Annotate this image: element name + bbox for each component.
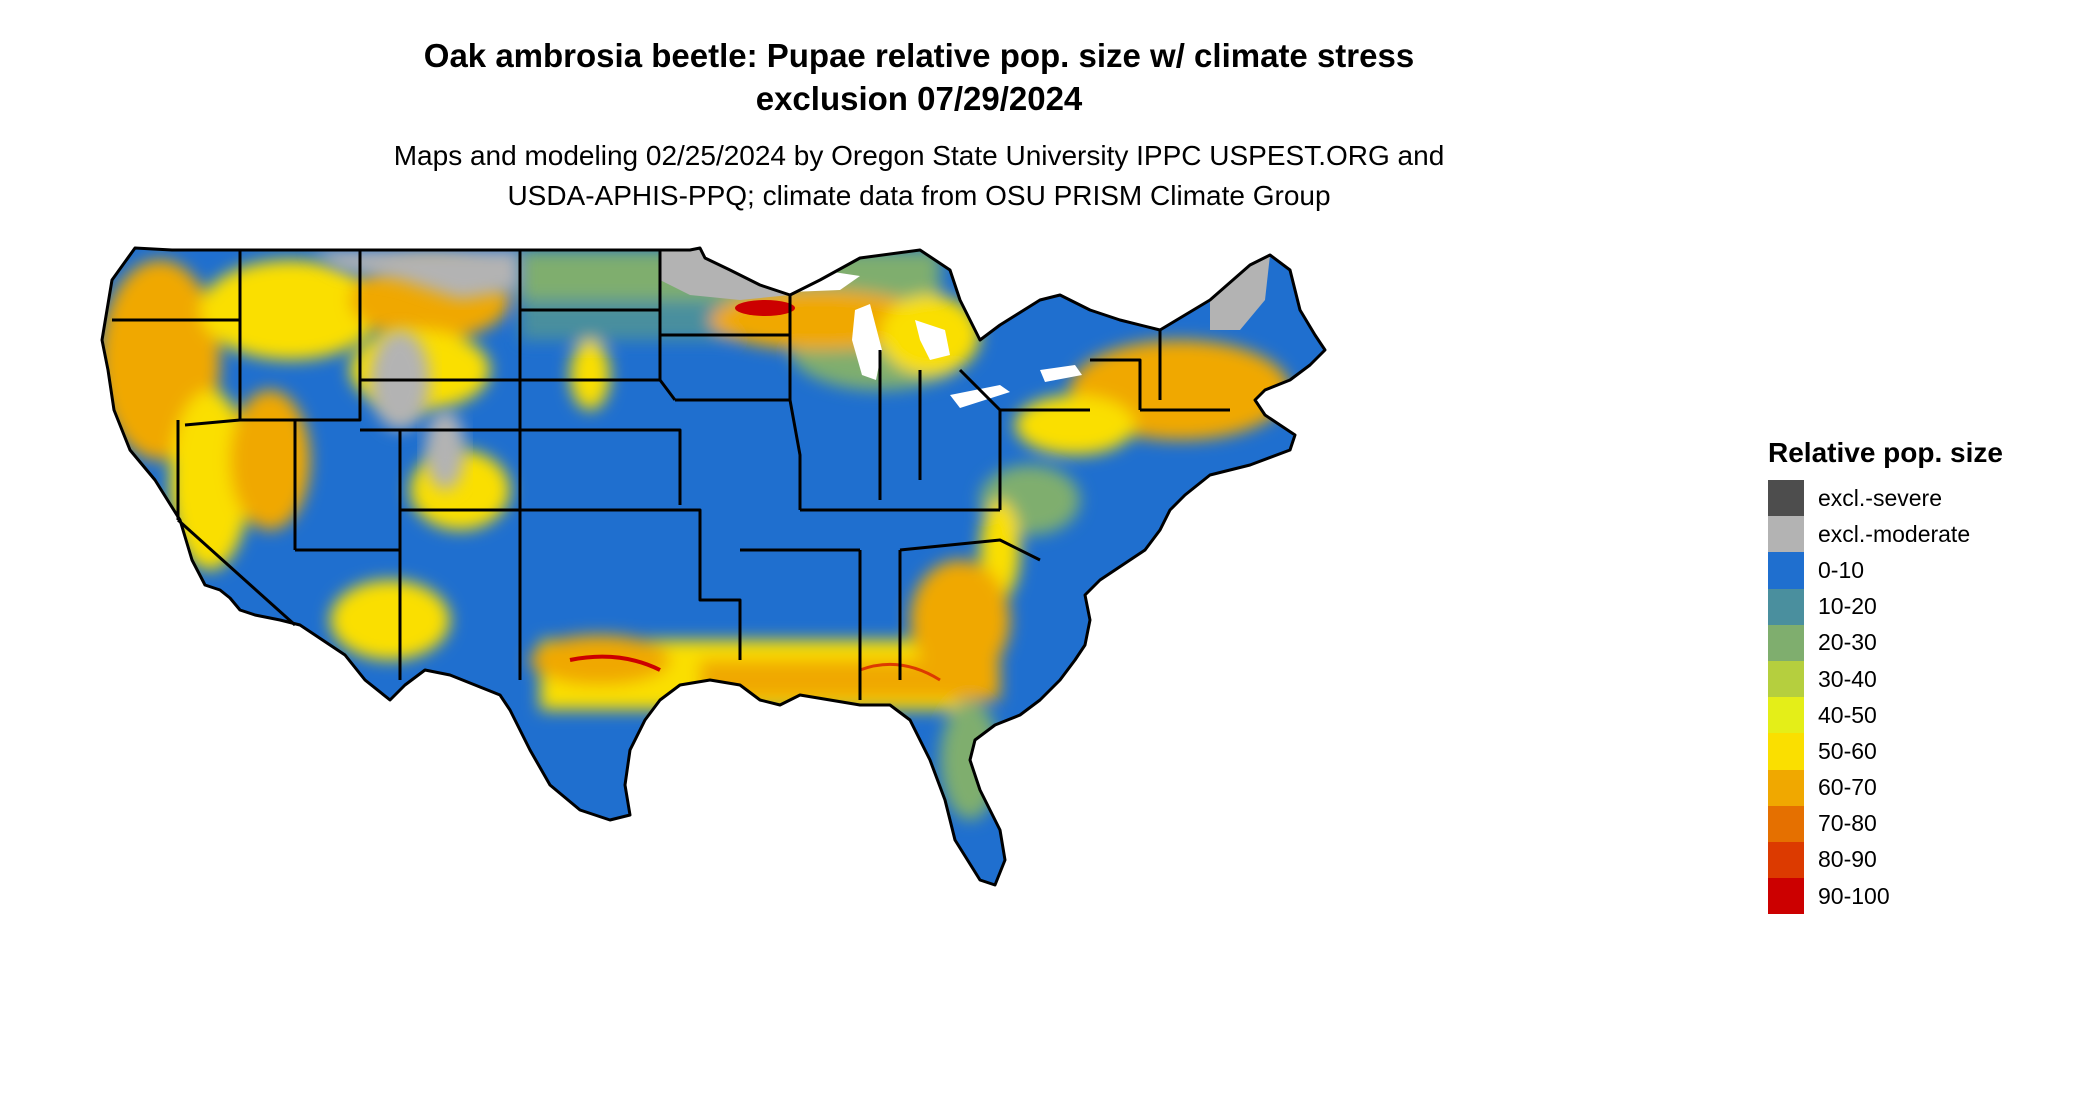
legend-item: 40-50: [1768, 697, 2078, 734]
excl-moderate-north-dakota: [310, 250, 520, 300]
border-co: [360, 428, 522, 512]
map-title-line-1: Oak ambrosia beetle: Pupae relative pop.…: [423, 37, 1415, 74]
legend: Relative pop. size excl.-severe excl.-mod…: [1768, 436, 2078, 915]
border-mississippi: [788, 295, 802, 510]
lake-superior: [760, 270, 860, 292]
band-50-60-black-hills: [570, 340, 610, 410]
legend-label: 20-30: [1818, 629, 1877, 656]
legend-label: 30-40: [1818, 665, 1877, 692]
excl-moderate-maine: [1210, 255, 1270, 330]
legend-item: excl.-severe: [1768, 480, 2078, 517]
legend-label: excl.-severe: [1818, 484, 1942, 511]
legend-item: 10-20: [1768, 588, 2078, 625]
border-nc-sc: [899, 538, 1041, 562]
legend-label: 40-50: [1818, 701, 1877, 728]
border-ar-la: [700, 598, 742, 660]
legend-item: 50-60: [1768, 733, 2078, 770]
map-subtitle-line-2: USDA-APHIS-PPQ; climate data from OSU PR…: [507, 180, 1331, 211]
band-50-60-new-york: [1015, 395, 1135, 455]
map-subtitle: Maps and modeling 02/25/2024 by Oregon S…: [0, 136, 1838, 216]
legend-item: 60-70: [1768, 769, 2078, 806]
band-50-60-southwest: [330, 580, 450, 660]
legend-label: excl.-moderate: [1818, 520, 1971, 547]
state-boundaries: [100, 246, 1327, 887]
hotspot-upper-michigan: [735, 300, 795, 316]
band-60-70-texas: [530, 635, 670, 685]
band-60-70-georgia: [910, 560, 1010, 680]
lake-huron: [915, 320, 950, 360]
great-lakes: [760, 270, 1082, 408]
legend-item: 70-80: [1768, 805, 2078, 842]
band-50-60-idaho: [200, 260, 380, 360]
legend-item: excl.-moderate: [1768, 516, 2078, 553]
legend-item: 80-90: [1768, 841, 2078, 879]
lake-ontario: [1040, 365, 1082, 382]
band-50-60-sierra: [170, 390, 250, 570]
legend-item: 30-40: [1768, 660, 2078, 698]
legend-swatch: [1768, 841, 1804, 879]
legend-label: 70-80: [1818, 810, 1877, 837]
legend-label: 10-20: [1818, 593, 1877, 620]
band-60-70-nevada: [230, 390, 310, 530]
us-map: [100, 246, 1327, 887]
us-outline: [100, 246, 1327, 887]
border-vt-ma: [1090, 358, 1142, 410]
legend-swatch: [1768, 588, 1804, 625]
legend-swatch: [1768, 878, 1804, 915]
legend-swatch: [1768, 769, 1804, 806]
legend-label: 0-10: [1818, 556, 1865, 583]
map-subtitle-line-1: Maps and modeling 02/25/2024 by Oregon S…: [393, 140, 1445, 171]
legend-swatch: [1768, 660, 1804, 698]
legend-swatch: [1768, 624, 1804, 661]
legend-title: Relative pop. size: [1768, 437, 2003, 468]
legend-swatch: [1768, 805, 1804, 842]
lake-michigan: [852, 304, 882, 380]
border-ne-ks: [520, 428, 682, 505]
legend-swatch: [1768, 480, 1804, 517]
excl-moderate-colorado: [425, 410, 465, 490]
legend-label: 50-60: [1818, 737, 1877, 764]
border-mt-wy: [358, 250, 522, 430]
border-ca-nv-diagonal: [176, 518, 297, 627]
legend-label: 90-100: [1818, 882, 1890, 909]
hotspot-texas: [569, 654, 661, 672]
legend-items: excl.-severe excl.-moderate 0-10 10-20 20-30…: [1768, 480, 2078, 915]
map-title-line-2: exclusion 07/29/2024: [755, 80, 1083, 117]
legend-label: 80-90: [1818, 846, 1877, 873]
legend-swatch: [1768, 733, 1804, 770]
border-id-south: [240, 380, 362, 422]
legend-item: 90-100: [1768, 878, 2078, 915]
legend-swatch: [1768, 516, 1804, 553]
map-title: Oak ambrosia beetle: Pupae relative pop.…: [0, 34, 1838, 120]
lake-erie: [950, 385, 1010, 408]
legend-swatch: [1768, 697, 1804, 734]
legend-label: 60-70: [1818, 774, 1877, 801]
legend-item: 0-10: [1768, 552, 2078, 589]
legend-swatch: [1768, 552, 1804, 589]
legend-item: 20-30: [1768, 624, 2078, 661]
